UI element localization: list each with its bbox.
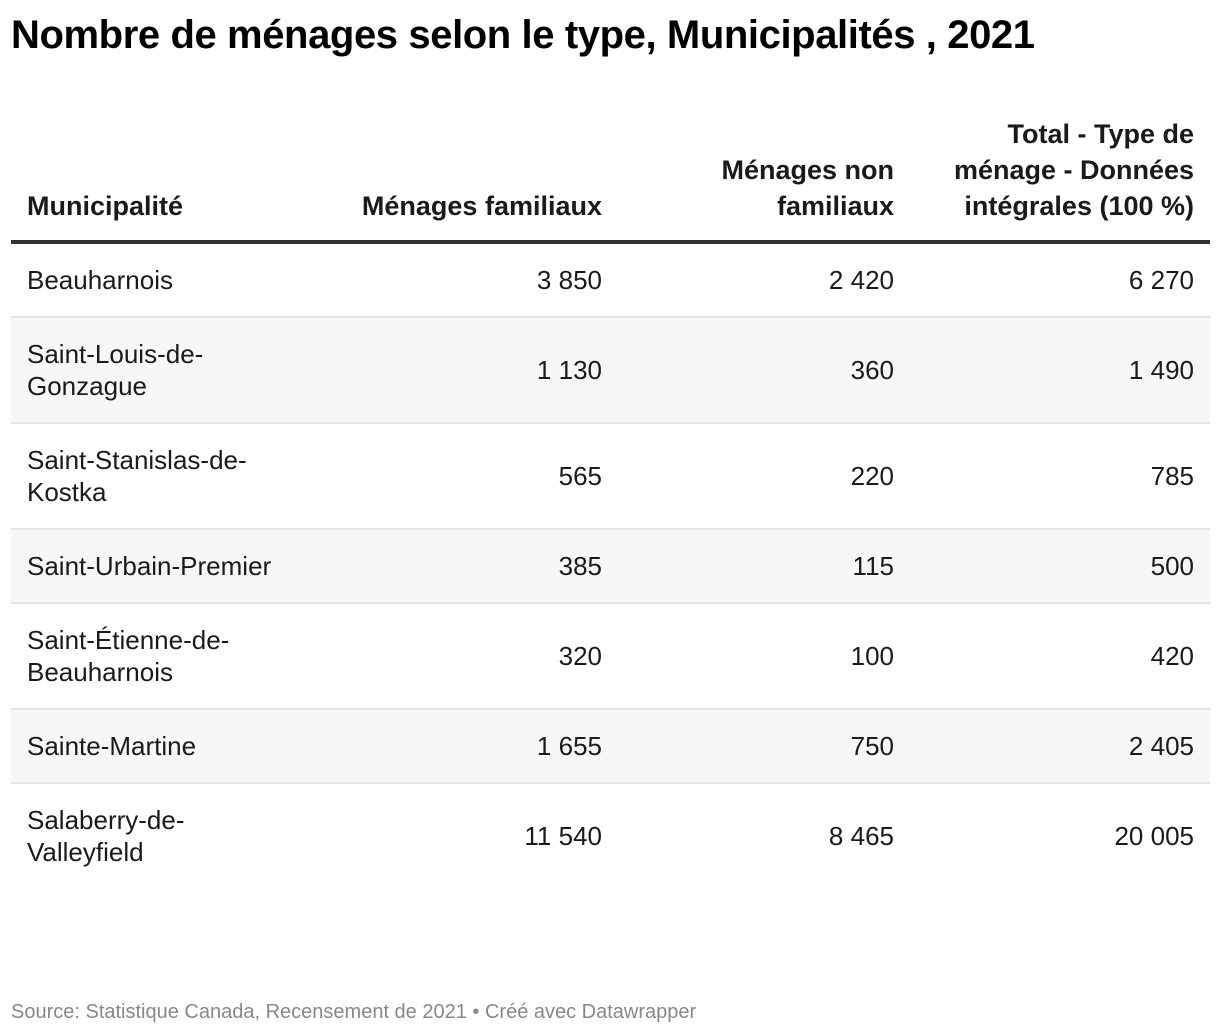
table-header-row: Municipalité Ménages familiaux Ménages n… <box>11 114 1210 244</box>
table-row: Saint-Stanislas-de-Kostka 565 220 785 <box>11 423 1210 530</box>
cell-menages-non-familiaux: 220 <box>618 423 910 530</box>
cell-menages-familiaux: 565 <box>309 423 618 530</box>
table-row: Saint-Urbain-Premier 385 115 500 <box>11 529 1210 604</box>
table-row: Sainte-Martine 1 655 750 2 405 <box>11 709 1210 784</box>
row-label: Saint-Étienne-de-Beauharnois <box>11 603 309 710</box>
cell-menages-non-familiaux: 8 465 <box>828 821 894 851</box>
cell-menages-familiaux: 11 540 <box>524 821 602 851</box>
cell-total: 2 405 <box>910 709 1210 784</box>
cell-total: 500 <box>910 529 1210 604</box>
column-header-menages-non-familiaux[interactable]: Ménages non familiaux <box>618 114 910 244</box>
cell-total: 6 270 <box>910 242 1210 318</box>
cell-menages-non-familiaux: 2 420 <box>618 242 910 318</box>
table-row: Saint-Étienne-de-Beauharnois 320 100 420 <box>11 603 1210 710</box>
source-note: Source: Statistique Canada, Recensement … <box>11 1001 697 1023</box>
cell-menages-familiaux: 1 655 <box>309 709 618 784</box>
table-row: Saint-Louis-de-Gonzague 1 130 360 1 490 <box>11 317 1210 424</box>
data-table: Municipalité Ménages familiaux Ménages n… <box>11 114 1210 888</box>
cell-menages-familiaux: 3 850 <box>309 242 618 318</box>
cell-menages-non-familiaux: 115 <box>618 529 910 604</box>
cell-total: 420 <box>910 603 1210 710</box>
cell-total: 785 <box>910 423 1210 530</box>
table-row: Beauharnois 3 850 2 420 6 270 <box>11 242 1210 318</box>
cell-menages-non-familiaux: 750 <box>618 709 910 784</box>
cell-menages-non-familiaux: 360 <box>618 317 910 424</box>
cell-menages-familiaux: 385 <box>309 529 618 604</box>
column-header-menages-familiaux[interactable]: Ménages familiaux <box>309 114 618 244</box>
chart-title: Nombre de ménages selon le type, Municip… <box>11 13 1035 57</box>
row-label: Saint-Urbain-Premier <box>11 529 309 604</box>
cell-menages-familiaux: 320 <box>309 603 618 710</box>
row-label: Sainte-Martine <box>11 709 309 784</box>
column-header-municipalite[interactable]: Municipalité <box>11 114 309 244</box>
row-label: Beauharnois <box>11 242 309 318</box>
column-header-total[interactable]: Total - Type de ménage - Données intégra… <box>910 114 1210 244</box>
cell-total: 1 490 <box>910 317 1210 424</box>
row-label: Saint-Stanislas-de-Kostka <box>11 423 309 530</box>
row-label: Salaberry-de-Valleyfield <box>27 805 185 867</box>
table-row: Salaberry-de-Valleyfield 11 540 8 465 20… <box>11 783 1210 888</box>
row-label: Saint-Louis-de-Gonzague <box>11 317 309 424</box>
cell-menages-non-familiaux: 100 <box>618 603 910 710</box>
cell-total: 20 005 <box>1114 821 1194 851</box>
cell-menages-familiaux: 1 130 <box>309 317 618 424</box>
